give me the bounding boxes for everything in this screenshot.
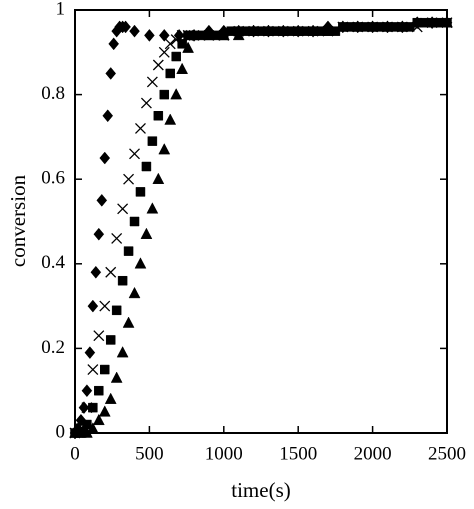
marker-triangle (232, 28, 245, 41)
y-tick-label: 0 (56, 421, 66, 442)
marker-diamond (108, 37, 120, 51)
marker-triangle (122, 316, 135, 328)
marker-cross (164, 38, 176, 50)
x-tick-label: 1500 (279, 443, 317, 464)
marker-triangle (128, 286, 141, 299)
marker-diamond (105, 67, 117, 80)
y-tick-label: 0.2 (41, 337, 65, 358)
marker-square (94, 385, 104, 396)
marker-cross (93, 330, 105, 342)
y-tick-label: 0.6 (41, 168, 65, 189)
marker-triangle (217, 28, 230, 41)
marker-diamond (78, 401, 90, 415)
marker-triangle (307, 24, 319, 36)
marker-square (135, 187, 146, 197)
y-axis-label: conversion (6, 174, 30, 267)
marker-triangle (366, 20, 379, 32)
marker-square (147, 136, 158, 146)
marker-triangle (188, 28, 200, 41)
marker-triangle (92, 413, 105, 426)
marker-cross (140, 97, 152, 109)
marker-diamond (93, 227, 105, 241)
marker-triangle (146, 202, 159, 214)
y-tick-label: 0.8 (41, 83, 65, 104)
x-tick-label: 2000 (354, 443, 392, 464)
marker-triangle (176, 62, 189, 74)
y-tick-label: 0.4 (41, 252, 65, 273)
marker-square (123, 246, 134, 256)
marker-square (105, 335, 116, 345)
marker-triangle (182, 41, 195, 53)
marker-diamond (81, 384, 93, 398)
x-tick-label: 1000 (205, 443, 243, 464)
plot-frame (74, 9, 448, 434)
marker-diamond (87, 299, 99, 313)
marker-triangle (336, 20, 349, 32)
y-tick-label: 1 (56, 0, 66, 19)
marker-triangle (262, 24, 275, 36)
marker-triangle (104, 392, 117, 404)
x-axis-label: time(s) (231, 478, 290, 502)
marker-triangle (441, 16, 453, 28)
marker-square (159, 89, 170, 100)
marker-triangle (247, 24, 260, 36)
marker-triangle (164, 113, 177, 125)
marker-diamond (84, 346, 96, 360)
marker-triangle (110, 371, 123, 383)
marker-triangle (292, 24, 305, 36)
marker-cross (99, 300, 111, 312)
marker-square (111, 305, 122, 316)
x-tick-label: 2500 (428, 443, 466, 464)
marker-triangle (98, 405, 111, 417)
marker-square (171, 51, 181, 62)
marker-triangle (116, 346, 129, 358)
marker-cross (117, 203, 129, 215)
marker-triangle (351, 20, 364, 32)
marker-cross (111, 232, 123, 244)
marker-triangle (277, 24, 290, 36)
marker-diamond (129, 24, 140, 38)
marker-square (141, 161, 152, 172)
marker-triangle (86, 422, 99, 434)
marker-diamond (96, 193, 108, 207)
marker-square (165, 68, 175, 79)
marker-square (88, 402, 98, 413)
marker-triangle (203, 28, 215, 41)
marker-diamond (144, 28, 155, 42)
x-tick-label: 500 (135, 443, 164, 464)
marker-triangle (170, 88, 183, 100)
marker-cross (152, 59, 164, 71)
marker-cross (129, 148, 140, 160)
marker-square (153, 111, 164, 121)
marker-triangle (322, 24, 334, 36)
x-tick-label: 0 (70, 443, 80, 464)
marker-cross (123, 173, 135, 185)
marker-triangle (134, 257, 147, 269)
marker-cross (105, 266, 117, 278)
marker-triangle (411, 16, 424, 28)
marker-cross (158, 46, 170, 58)
marker-triangle (396, 20, 409, 32)
marker-cross (135, 122, 146, 134)
marker-square (129, 216, 140, 227)
marker-diamond (90, 265, 102, 279)
marker-cross (146, 76, 158, 88)
marker-triangle (152, 172, 165, 184)
marker-triangle (426, 16, 439, 28)
marker-diamond (102, 109, 114, 123)
marker-diamond (158, 28, 170, 42)
marker-diamond (120, 20, 131, 34)
marker-square (100, 364, 110, 375)
marker-triangle (381, 20, 394, 32)
marker-cross (87, 364, 99, 376)
marker-triangle (158, 143, 171, 155)
marker-square (117, 275, 128, 286)
marker-triangle (140, 227, 153, 239)
marker-diamond (99, 151, 111, 165)
